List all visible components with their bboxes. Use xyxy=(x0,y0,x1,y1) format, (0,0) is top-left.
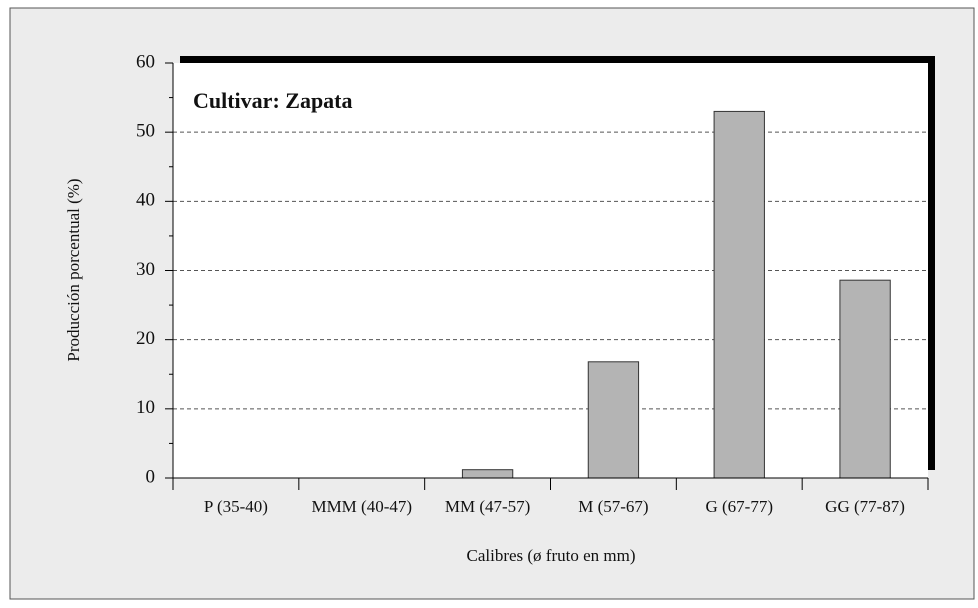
x-tick-label: P (35-40) xyxy=(204,497,268,516)
y-tick-label: 0 xyxy=(146,466,156,487)
x-tick-label: MM (47-57) xyxy=(445,497,530,516)
bar xyxy=(839,279,891,479)
bar xyxy=(461,469,514,479)
y-tick-label: 50 xyxy=(136,121,155,142)
x-tick-label: M (57-67) xyxy=(578,497,648,516)
y-tick-label: 30 xyxy=(136,259,155,280)
y-tick-label: 20 xyxy=(136,328,155,349)
x-tick-label: GG (77-87) xyxy=(825,497,905,516)
y-tick-label: 60 xyxy=(136,51,155,72)
plot-area xyxy=(173,63,928,478)
chart-title: Cultivar: Zapata xyxy=(193,88,353,113)
bar xyxy=(587,361,640,479)
x-axis-label: Calibres (ø fruto en mm) xyxy=(466,546,635,565)
y-axis-label: Producción porcentual (%) xyxy=(64,178,83,361)
x-tick-label: MMM (40-47) xyxy=(311,497,412,516)
y-tick-label: 10 xyxy=(136,397,155,418)
bar xyxy=(713,110,765,479)
y-tick-label: 40 xyxy=(136,190,155,211)
x-tick-label: G (67-77) xyxy=(705,497,773,516)
